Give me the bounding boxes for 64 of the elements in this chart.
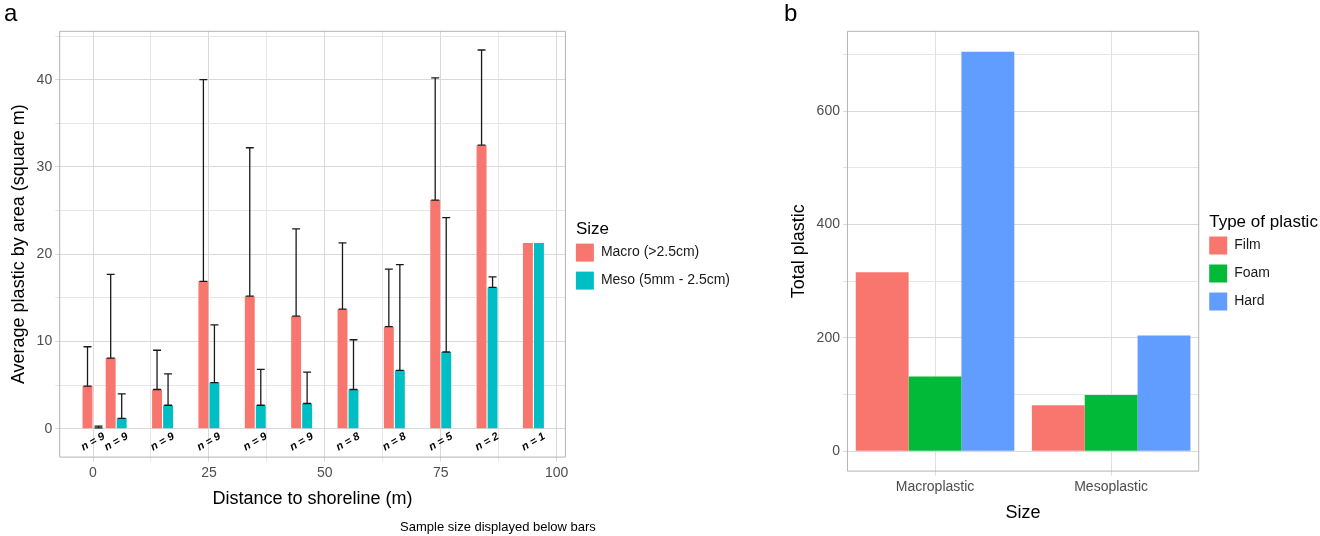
bar	[522, 242, 533, 429]
bar	[441, 351, 452, 429]
legend-label: Foam	[1234, 264, 1271, 281]
annotation: n = 8	[379, 428, 409, 453]
bar	[105, 358, 116, 429]
bar	[291, 316, 302, 429]
legend-title: Size	[575, 218, 609, 238]
bar	[855, 272, 909, 451]
annotation: n = 2	[472, 429, 501, 453]
annotation: n = 8	[333, 428, 363, 453]
bar	[244, 296, 255, 429]
legend-label: Meso (5mm - 2.5cm)	[600, 271, 730, 288]
x-tick-label: 0	[89, 463, 98, 480]
bar	[198, 281, 209, 429]
x-tick-label: 50	[317, 463, 333, 480]
bar	[152, 389, 162, 429]
bar	[1137, 335, 1191, 451]
bar	[394, 370, 405, 429]
annotation: n = 9	[148, 428, 177, 453]
bar	[302, 403, 313, 429]
y-tick-label: 400	[816, 215, 841, 232]
legend-label: Macro (>2.5cm)	[600, 243, 700, 260]
x-tick-label: Mesoplastic	[1074, 477, 1149, 494]
bar	[209, 382, 220, 429]
y-tick-label: 0	[44, 419, 53, 436]
bar	[908, 376, 962, 451]
bar	[337, 309, 348, 429]
annotation: n = 9	[287, 428, 316, 453]
bar	[1084, 395, 1138, 451]
x-tick-label: 75	[432, 463, 449, 480]
y-axis-title: Total plastic	[787, 204, 808, 299]
x-axis-title: Distance to shoreline (m)	[212, 488, 413, 509]
y-tick-label: 30	[36, 157, 53, 174]
text: Sample size displayed below bars	[400, 519, 597, 535]
bar	[533, 242, 544, 429]
y-axis-title: Average plastic by area (square m)	[7, 104, 28, 385]
y-tick-label: 0	[832, 442, 841, 459]
y-tick-label: 40	[36, 70, 53, 87]
x-axis-title: Size	[1005, 502, 1041, 523]
legend-label: Film	[1234, 236, 1261, 253]
annotation: n = 5	[426, 428, 455, 453]
bar	[116, 418, 127, 429]
bar	[487, 287, 498, 429]
bar	[476, 145, 487, 429]
annotation: n = 1	[518, 429, 547, 453]
x-tick-label: Macroplastic	[895, 477, 975, 494]
annotation: n = 9	[194, 428, 224, 453]
y-tick-label: 600	[816, 102, 841, 119]
legend-label: Hard	[1234, 292, 1265, 309]
bar	[1031, 405, 1085, 451]
x-tick-label: 100	[544, 463, 569, 480]
bar	[383, 326, 394, 429]
chart-title: a	[4, 0, 18, 27]
bar	[255, 405, 266, 429]
bar	[430, 200, 441, 429]
bar	[961, 51, 1015, 451]
x-tick-label: 25	[201, 463, 217, 480]
chart-title: b	[784, 0, 798, 27]
bar	[163, 405, 174, 429]
y-tick-label: 200	[816, 328, 841, 345]
legend-title: Type of plastic	[1209, 211, 1319, 231]
y-tick-label: 20	[36, 245, 53, 262]
annotation: n = 9	[240, 428, 270, 453]
y-tick-label: 10	[36, 332, 53, 349]
